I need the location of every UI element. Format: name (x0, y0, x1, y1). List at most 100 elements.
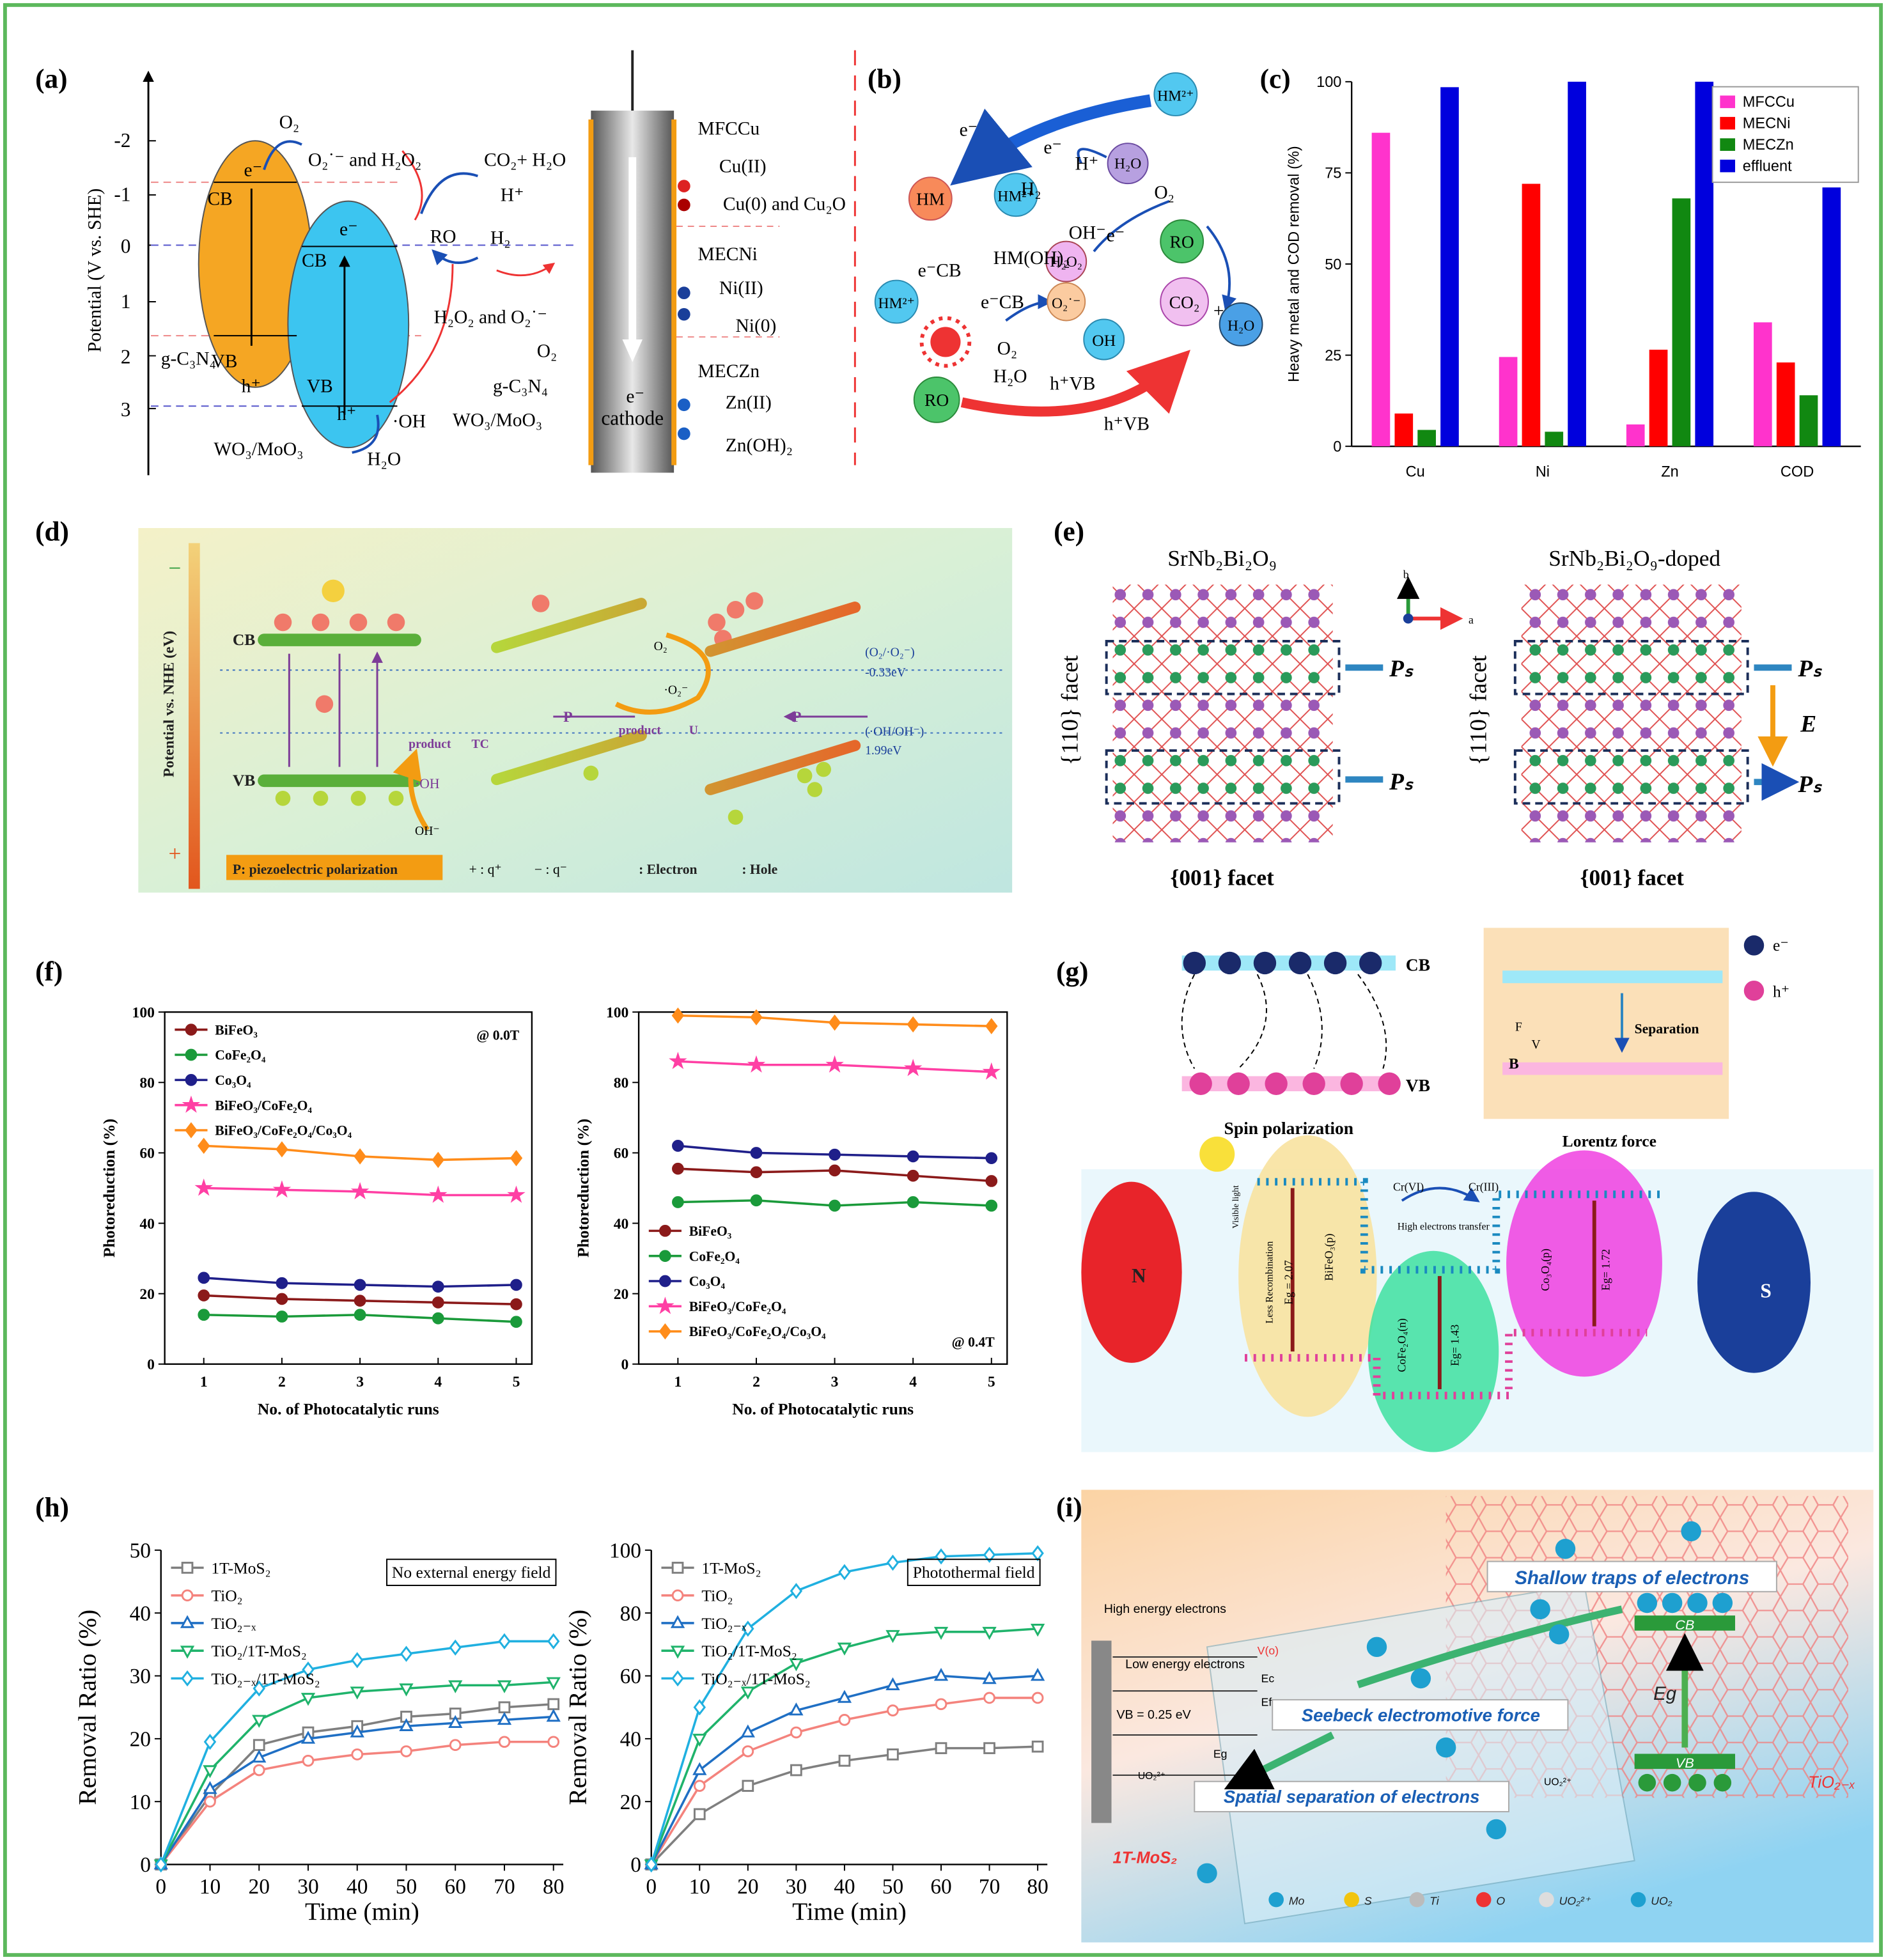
a-diagram-label: e⁻ (244, 160, 263, 180)
marker (671, 1007, 685, 1024)
marker (546, 1677, 561, 1690)
marker (985, 1175, 998, 1187)
i-diagram-label: Mo (1289, 1894, 1305, 1907)
i-diagram-label: Ec (1261, 1672, 1275, 1684)
legend-marker (671, 1670, 684, 1687)
marker (400, 1645, 413, 1662)
x-tick-label: 40 (347, 1875, 368, 1899)
a-diagram-label: 2 (121, 345, 131, 368)
co3o4-region (1506, 1150, 1662, 1377)
y-tick-label: 50 (130, 1539, 151, 1563)
marker (742, 1745, 754, 1757)
hm-ball (1153, 72, 1198, 116)
marker (448, 1715, 463, 1729)
reaction-arrows-a (263, 140, 479, 454)
marker (507, 1185, 526, 1203)
legend-marker (659, 1275, 671, 1287)
crystal-layer (1112, 643, 1333, 692)
x-tick-label: 2 (752, 1374, 760, 1390)
o2-ball (1047, 282, 1086, 322)
small-arrows (1005, 148, 1170, 322)
redox-levels (220, 669, 1006, 734)
y-tick-label: 20 (139, 1286, 155, 1303)
y-tick-label: 100 (132, 1004, 155, 1021)
h2o2-ball (1045, 240, 1087, 283)
i-diagram-label: UO₂ (1651, 1894, 1672, 1907)
annotation: @ 0.4T (952, 1334, 995, 1349)
b-diagram-label: HM(OH)₂ (994, 248, 1070, 268)
y-tick-label: 50 (1325, 256, 1341, 272)
b-diagram-label: h⁺VB (1104, 414, 1150, 435)
i-diagram-label: Eg (1653, 1683, 1677, 1704)
g-diagram-label: B (1509, 1056, 1519, 1073)
marker (253, 1764, 265, 1777)
x-tick-label: 30 (297, 1875, 318, 1899)
y-tick-label: 100 (606, 1004, 628, 1021)
marker (1031, 1692, 1044, 1704)
marker (790, 1726, 802, 1739)
legend-label: BiFeO₃/CoFe₂O₄/Co₃O₄ (215, 1123, 352, 1139)
marker (672, 1140, 684, 1152)
panel-label: (f) (35, 956, 63, 987)
x-tick-label: 60 (445, 1875, 466, 1899)
x-tick-label: Cu (1406, 463, 1425, 479)
legend-marker (659, 1323, 672, 1340)
bar (1371, 132, 1391, 447)
y-tick-label: 0 (147, 1357, 155, 1373)
legend-marker (671, 1562, 684, 1574)
marker (887, 1748, 899, 1761)
marker (692, 1734, 707, 1747)
marker (985, 1018, 998, 1034)
d-diagram-label: P: piezoelectric polarization (233, 862, 398, 877)
marker (907, 1016, 919, 1033)
tio2-vb (1634, 1754, 1735, 1769)
e-diagram-label: {110} facet (1466, 655, 1492, 765)
legend-label: MECNi (1743, 115, 1791, 132)
key-ti (1409, 1892, 1425, 1908)
legend-marker (180, 1645, 195, 1659)
plot-frame (637, 1011, 1008, 1365)
a-diagram-label: CB (302, 251, 327, 271)
x-tick-label: 20 (737, 1875, 758, 1899)
marker (546, 1708, 561, 1722)
marker (982, 1062, 1001, 1080)
a-diagram-label: MECZn (698, 361, 760, 382)
marker (276, 1293, 288, 1305)
b-diagram-label: e⁻ (960, 120, 978, 140)
legend-label: TiO₂₋ₓ (211, 1614, 256, 1633)
i-diagram-label: VB = 0.25 eV (1116, 1707, 1191, 1722)
a-diagram-label: CB (208, 189, 233, 210)
y-tick-label: 10 (130, 1791, 151, 1814)
panel-label: (d) (35, 517, 69, 547)
red-arrows-a (389, 150, 554, 403)
marker (300, 1731, 316, 1744)
y-tick-label: 75 (1325, 165, 1341, 182)
y-tick-label: 40 (620, 1728, 641, 1752)
sun-rays (919, 316, 972, 368)
piezo-rods (490, 598, 861, 795)
y-tick-label: 60 (614, 1146, 629, 1162)
spin-electrons (1183, 951, 1382, 975)
x-tick-label: Zn (1661, 463, 1679, 479)
bar (1649, 350, 1668, 447)
origin (1403, 613, 1414, 624)
legend-marker (656, 1296, 674, 1314)
e-diagram-label: {001} facet (1580, 865, 1685, 891)
marker (399, 1718, 414, 1731)
x-tick-label: 50 (882, 1875, 903, 1899)
dot (678, 307, 690, 321)
sun (1199, 1136, 1235, 1172)
plot-frame (164, 1011, 533, 1365)
marker (203, 1734, 217, 1750)
crystal-layer (1521, 643, 1742, 692)
marker (203, 1765, 217, 1778)
e-diagram-label: {001} facet (1170, 865, 1274, 891)
marker (983, 1742, 995, 1754)
marker (750, 1166, 763, 1179)
cb-bar (258, 634, 421, 646)
bar (1522, 183, 1541, 447)
x-tick-label: 1 (674, 1374, 682, 1390)
panel-a-shapes (143, 50, 856, 476)
